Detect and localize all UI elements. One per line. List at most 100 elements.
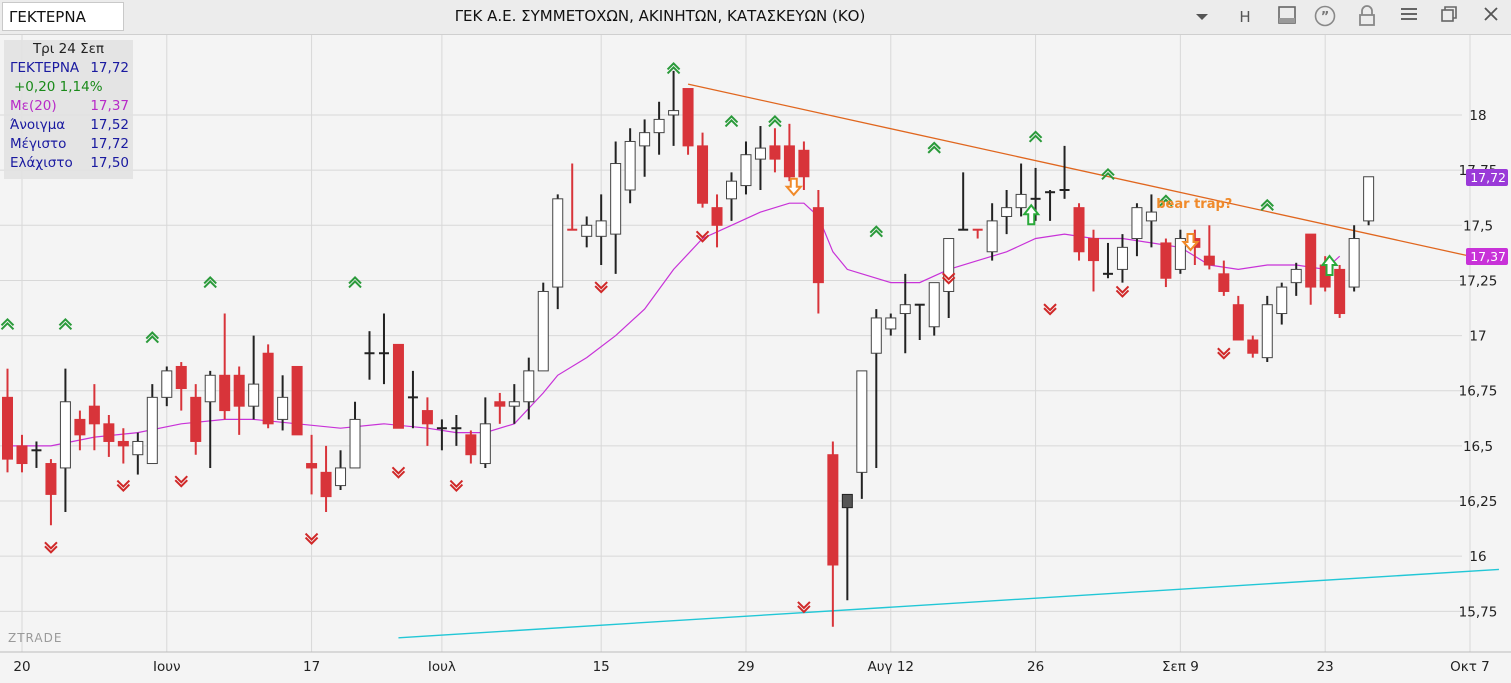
candle (552, 194, 564, 310)
sell-signal-icon (116, 479, 131, 493)
candle-body (479, 423, 491, 465)
candle (2, 368, 13, 473)
symbol-input[interactable]: ΓΕΚΤΕΡΝΑ (2, 2, 124, 31)
candle (827, 441, 839, 627)
buy-signal-icon (1260, 198, 1274, 211)
support-trendline (398, 568, 1499, 639)
candle (726, 172, 737, 221)
info-open-label: Άνοιγμα (10, 117, 66, 133)
candle-body (783, 145, 795, 178)
candle (1015, 163, 1027, 217)
candle-body (1247, 339, 1259, 354)
sell-signal-icon (1043, 303, 1057, 316)
candle (1145, 194, 1157, 248)
candle (783, 123, 795, 182)
trendlines-layer (398, 83, 1499, 639)
candle (1116, 234, 1128, 283)
lock-icon[interactable] (1354, 5, 1380, 29)
candle-body (508, 401, 520, 407)
candle-body (103, 423, 115, 442)
candle-body (537, 290, 549, 372)
menu-icon[interactable] (1396, 5, 1422, 29)
panel-icon[interactable] (1274, 5, 1300, 29)
candle (1348, 225, 1360, 292)
buy-signal-icon (203, 276, 217, 289)
candle (1218, 260, 1230, 296)
candle-body (1232, 304, 1244, 341)
candle-body (1174, 238, 1186, 270)
buy-signal-icon (927, 141, 941, 154)
candle-body (885, 317, 897, 330)
candle (610, 141, 622, 274)
close-icon[interactable] (1478, 5, 1504, 29)
x-tick-label: 15 (593, 659, 610, 675)
sell-signal-icon (695, 230, 710, 243)
x-tick-label: 17 (303, 659, 320, 675)
candle-body (769, 145, 781, 160)
candle-body (943, 238, 955, 292)
candle-body (335, 467, 347, 487)
candle (1305, 233, 1317, 305)
candle-body (465, 434, 477, 456)
candle-body (682, 88, 694, 147)
restore-icon[interactable] (1436, 5, 1462, 29)
candle (1363, 176, 1375, 226)
candle (364, 331, 375, 380)
buy-signal-icon (724, 114, 739, 128)
candle (175, 362, 187, 411)
quote-icon[interactable]: ” (1312, 5, 1338, 29)
candle-body (827, 454, 839, 566)
period-button[interactable]: H (1239, 8, 1251, 26)
candle-body (581, 224, 593, 237)
candle (465, 430, 477, 464)
candle (1334, 265, 1346, 318)
candle-body (117, 440, 129, 447)
candle-body (1160, 242, 1172, 279)
arrow-down-icon (784, 177, 803, 197)
info-ma-label: Με(20) (10, 98, 57, 114)
candle (595, 194, 607, 265)
candle (986, 203, 998, 261)
candle-body (1290, 268, 1302, 284)
candle (653, 101, 665, 155)
candle (1059, 145, 1070, 199)
candle (103, 415, 115, 457)
candle-body (45, 463, 57, 495)
candle (581, 216, 593, 248)
candle-body (1073, 207, 1085, 253)
x-tick-label: Ιουν (153, 659, 181, 675)
x-tick-label: Σεπ 9 (1162, 659, 1199, 675)
candle-body (668, 110, 680, 116)
x-tick-label: 26 (1027, 659, 1044, 675)
candle (740, 141, 752, 195)
price-chart[interactable]: 15,751616,2516,516,751717,2517,517,7518 … (0, 35, 1511, 683)
buy-signal-icon (1028, 130, 1043, 143)
candle (754, 126, 766, 190)
candle-body (1261, 304, 1273, 359)
candle-body (277, 396, 289, 420)
candle-body (639, 132, 651, 147)
chevron-down-icon[interactable] (1188, 5, 1216, 29)
candle (1102, 242, 1113, 279)
candle (88, 384, 100, 451)
candle (59, 368, 71, 513)
candle-body (392, 343, 404, 429)
ma-price-tag: 17,37 (1466, 248, 1508, 266)
candle (1290, 262, 1302, 296)
candle-body (552, 198, 564, 288)
candle-body (1334, 268, 1346, 315)
candle-body (219, 374, 231, 412)
candle (914, 303, 925, 340)
candle-body (59, 401, 71, 469)
candle (277, 375, 289, 431)
candle (392, 343, 404, 429)
candle (146, 384, 158, 465)
candle (262, 344, 274, 429)
candle-body (146, 396, 158, 465)
candle-body (1203, 255, 1215, 266)
candle-body (132, 440, 144, 456)
candle (537, 282, 549, 372)
sell-signal-icon (1217, 347, 1231, 360)
buy-signal-icon (666, 62, 681, 75)
candle (378, 313, 389, 385)
